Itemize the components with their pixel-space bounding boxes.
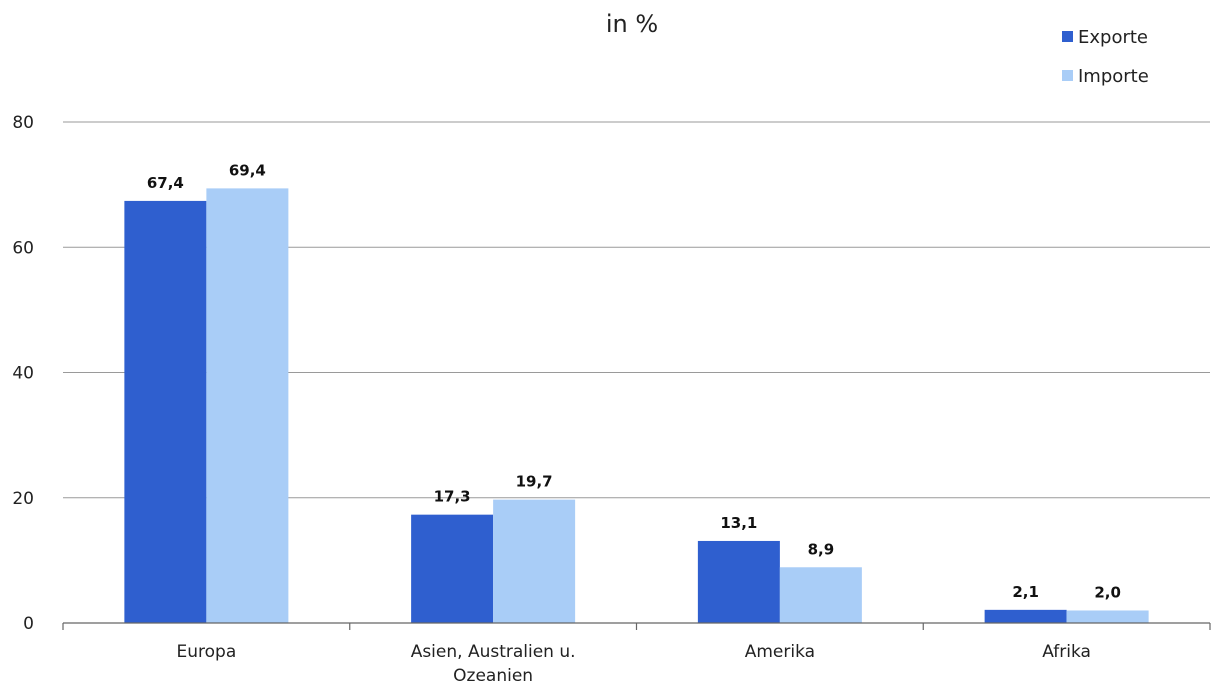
bars	[124, 188, 1148, 623]
legend-label-exporte: Exporte	[1078, 27, 1148, 48]
category-label: Amerika	[745, 642, 815, 662]
category-labels: Europa Asien, Australien u. Ozeanien Amerik…	[177, 642, 1091, 686]
category-label: Afrika	[1042, 642, 1091, 662]
legend-swatch-exporte	[1062, 31, 1073, 42]
y-tick-label: 80	[12, 113, 34, 133]
bar-exporte	[985, 610, 1067, 623]
data-label: 69,4	[229, 161, 266, 179]
legend-swatch-importe	[1062, 70, 1073, 81]
bar-importe	[493, 500, 575, 623]
data-labels: 67,4 69,4 17,3 19,7 13,1 8,9 2,1 2,0	[147, 161, 1121, 601]
category-label: Ozeanien	[453, 666, 533, 686]
bar-exporte	[698, 541, 780, 623]
data-label: 19,7	[516, 473, 553, 491]
legend-label-importe: Importe	[1078, 66, 1149, 87]
data-label: 2,1	[1012, 583, 1039, 601]
bar-importe	[1067, 610, 1149, 623]
data-label: 67,4	[147, 174, 184, 192]
data-label: 8,9	[808, 540, 835, 558]
bar-importe	[780, 567, 862, 623]
chart-title: in %	[606, 10, 658, 38]
bar-importe	[206, 188, 288, 623]
legend: Exporte Importe	[1062, 27, 1149, 87]
y-axis-ticks: 0 20 40 60 80	[12, 113, 34, 634]
y-tick-label: 20	[12, 489, 34, 509]
y-tick-label: 0	[23, 614, 34, 634]
category-label: Asien, Australien u.	[411, 642, 576, 662]
data-label: 17,3	[434, 488, 471, 506]
bar-exporte	[124, 201, 206, 623]
y-tick-label: 40	[12, 364, 34, 384]
category-label: Europa	[177, 642, 237, 662]
y-tick-label: 60	[12, 238, 34, 258]
bar-exporte	[411, 515, 493, 623]
x-axis	[63, 623, 1210, 630]
data-label: 13,1	[720, 514, 757, 532]
data-label: 2,0	[1094, 583, 1121, 601]
